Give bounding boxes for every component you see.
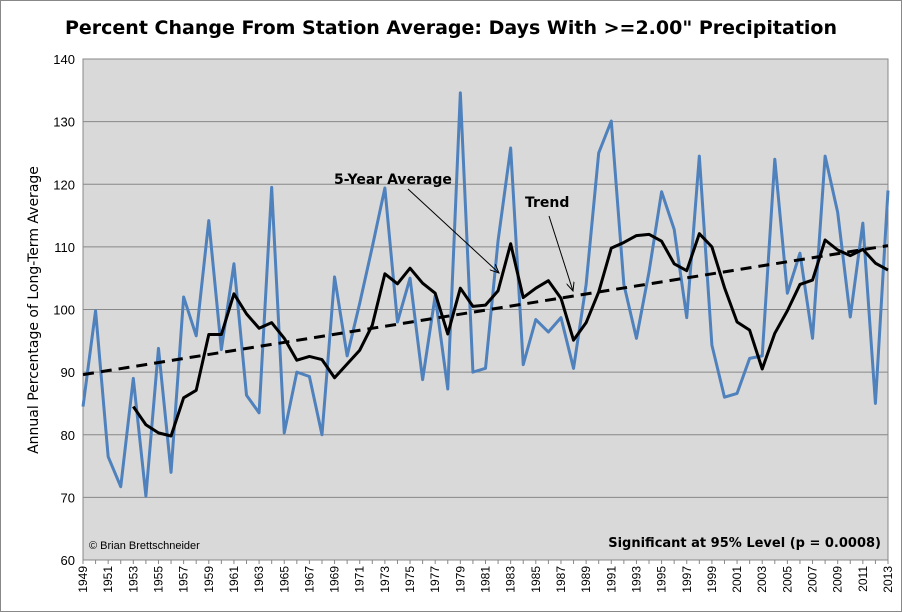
x-tick-label: 1967 <box>302 566 316 593</box>
x-tick-label: 2007 <box>806 566 820 593</box>
x-tick-label: 1983 <box>504 566 518 593</box>
x-tick-label: 2009 <box>831 566 845 593</box>
y-axis-label: Annual Percentage of Long-Term Average <box>26 166 42 454</box>
arrow-5yr-average <box>407 188 499 273</box>
x-tick-label: 1995 <box>655 566 669 593</box>
x-tick-label: 1963 <box>252 566 266 593</box>
x-tick-label: 2005 <box>780 566 794 593</box>
x-tick-label: 2003 <box>755 566 769 593</box>
y-tick-label: 60 <box>61 553 75 568</box>
x-tick-label: 1969 <box>328 566 342 593</box>
x-tick-label: 1975 <box>403 566 417 593</box>
x-tick-label: 1989 <box>579 566 593 593</box>
y-tick-label: 120 <box>53 177 75 192</box>
y-tick-label: 140 <box>53 52 75 67</box>
annotation-trend: Trend <box>525 195 569 211</box>
copyright-note: © Brian Brettschneider <box>89 540 200 552</box>
annotation-5yr-average: 5-Year Average <box>334 172 452 188</box>
x-tick-label: 1985 <box>529 566 543 593</box>
y-tick-label: 70 <box>61 490 75 505</box>
x-tick-label: 1959 <box>202 566 216 593</box>
x-tick-label: 2013 <box>881 566 895 593</box>
chart-title: Percent Change From Station Average: Day… <box>65 17 837 39</box>
x-tick-label: 1949 <box>76 566 90 593</box>
x-tick-label: 2001 <box>730 566 744 593</box>
series-annual-line <box>81 91 890 498</box>
x-tick-label: 1979 <box>453 566 467 593</box>
arrow-trend <box>548 215 573 291</box>
y-tick-label: 80 <box>61 428 75 443</box>
x-tick-label: 1961 <box>227 566 241 593</box>
significance-note: Significant at 95% Level (p = 0.0008) <box>608 536 881 551</box>
x-tick-label: 1971 <box>353 566 367 593</box>
x-tick-label: 1997 <box>680 566 694 593</box>
x-tick-label: 1973 <box>378 566 392 593</box>
x-tick-label: 1965 <box>277 566 291 593</box>
series-trend-line <box>82 244 889 377</box>
x-tick-label: 1987 <box>554 566 568 593</box>
y-tick-label: 130 <box>53 115 75 130</box>
x-tick-label: 2011 <box>856 566 870 592</box>
x-tick-label: 1977 <box>428 566 442 593</box>
x-tick-label: 1957 <box>177 566 191 593</box>
x-tick-label: 1991 <box>604 566 618 593</box>
y-tick-label: 100 <box>53 303 75 318</box>
x-tick-label: 1951 <box>101 566 115 593</box>
series-5yr-average-line <box>132 232 889 438</box>
x-tick-label: 1993 <box>629 566 643 593</box>
x-tick-label: 1953 <box>126 566 140 593</box>
x-tick-label: 1999 <box>705 566 719 593</box>
y-tick-label: 90 <box>61 365 75 380</box>
x-tick-label: 1955 <box>151 566 165 593</box>
x-tick-label: 1981 <box>479 566 493 593</box>
y-tick-label: 110 <box>54 240 75 255</box>
